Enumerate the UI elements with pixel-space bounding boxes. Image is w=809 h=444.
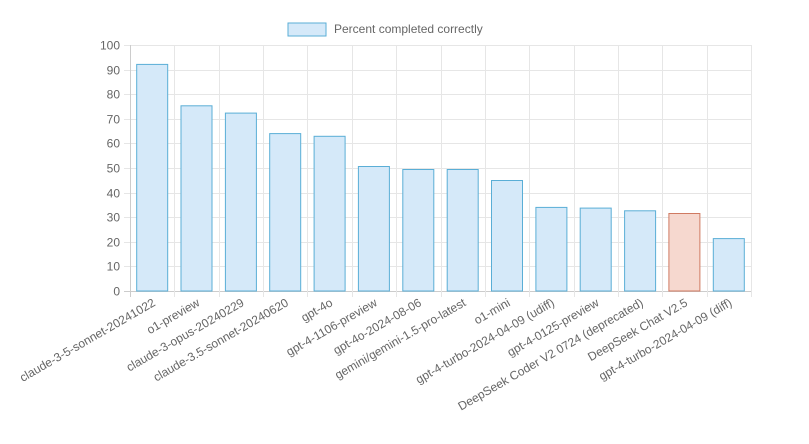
bar-deepseek-coder-v2-0724-deprecated[interactable] [624,210,657,292]
bar-gpt-4-1106-preview[interactable] [357,166,390,292]
bar-gpt-4-0125-preview[interactable] [579,207,612,292]
bar-gpt-4-turbo-2024-04-09-udiff[interactable] [535,206,568,292]
bar-gemini-gemini-1-5-pro-latest[interactable] [446,169,479,292]
y-tick-label: 20 [107,236,121,250]
y-tick-label: 60 [107,137,121,151]
y-tick-label: 30 [107,211,121,225]
y-tick-label: 10 [107,260,121,274]
bar-claude-3-5-sonnet-20240620[interactable] [269,133,302,292]
y-tick-label: 0 [113,285,120,299]
y-tick-label: 40 [107,187,121,201]
bar-gpt-4o[interactable] [313,135,346,292]
grid-lines [124,45,752,297]
y-tick-label: 50 [107,162,121,176]
bars [136,63,745,292]
legend-swatch[interactable] [287,22,327,37]
y-tick-label: 100 [100,39,120,53]
legend[interactable]: Percent completed correctly [287,22,483,37]
y-tick-label: 70 [107,113,121,127]
bar-deepseek-chat-v2-5[interactable] [668,213,701,292]
y-axis-ticks: 0 10 20 30 40 50 60 70 80 90 100 [100,39,120,299]
bar-o1-mini[interactable] [491,180,523,292]
bar-claude-3-5-sonnet-20241022[interactable] [136,63,169,292]
legend-label[interactable]: Percent completed correctly [334,22,483,36]
bar-gpt-4o-2024-08-06[interactable] [402,169,435,292]
y-tick-label: 90 [107,64,121,78]
y-tick-label: 80 [107,88,121,102]
bar-gpt-4-turbo-2024-04-09-diff[interactable] [712,238,745,292]
bar-claude-3-opus-20240229[interactable] [224,112,257,292]
x-tick-label: claude-3-5-sonnet-20241022 [17,295,158,384]
bar-o1-preview[interactable] [180,105,213,292]
x-axis-ticks: claude-3-5-sonnet-20241022o1-previewclau… [17,295,734,413]
